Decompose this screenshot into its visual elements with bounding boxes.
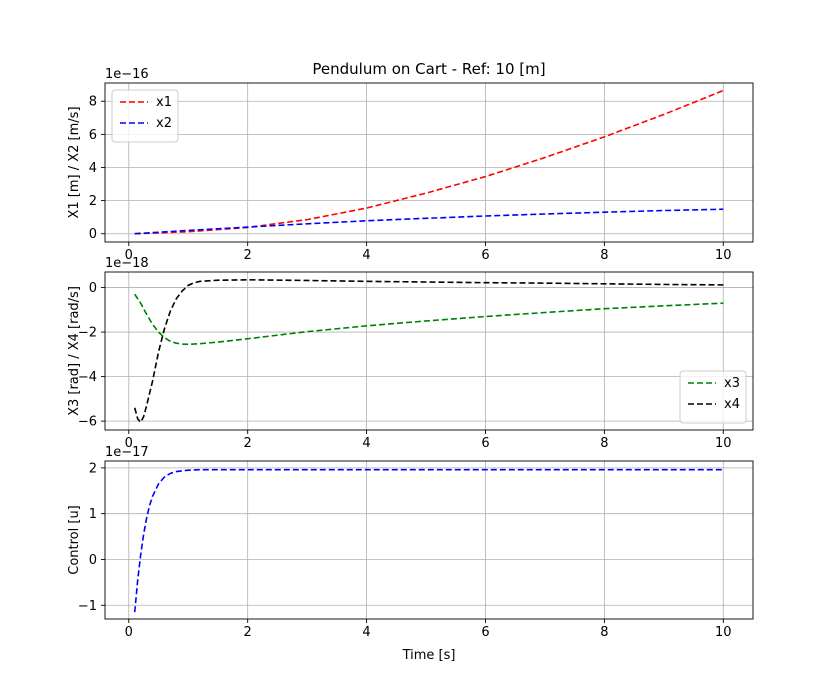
y-tick-label: 0 [89, 553, 97, 568]
x-tick-label: 8 [600, 625, 608, 640]
subplot-1: 0 2 4 6 8 10 0 2 4 6 8 1e−16 X1 [m] / X2 [m/s] Pendul… [67, 60, 754, 263]
y-tick-label: 2 [89, 461, 97, 476]
x-tick-label: 0 [125, 436, 133, 451]
x-tick-label: 4 [362, 625, 370, 640]
axes-frame [104, 82, 754, 243]
axes-frame [104, 271, 754, 431]
x-tick-label: 6 [481, 248, 489, 263]
subplot-3: 0 2 4 6 8 10 −1 0 1 2 1e−17 Control [u] Time [s] [67, 445, 754, 663]
axis-offset-text: 1e−16 [105, 67, 149, 82]
y-tick-label: −4 [78, 370, 97, 385]
legend-label-x1: x1 [156, 95, 172, 110]
y-tick-label: 0 [89, 227, 97, 242]
x-tick-label: 4 [362, 248, 370, 263]
y-tick-label: 1 [89, 507, 97, 522]
x-tick-label: 0 [125, 248, 133, 263]
x-tick-label: 6 [481, 625, 489, 640]
x-tick-label: 10 [715, 248, 732, 263]
legend-box [679, 370, 747, 424]
series-line-control-0 [133, 468, 724, 613]
y-tick-label: −2 [78, 326, 97, 341]
x-tick-label: 2 [244, 248, 252, 263]
series-line-x3 [134, 293, 724, 346]
x-tick-label: 4 [362, 436, 370, 451]
x-tick-label: 2 [244, 625, 252, 640]
y-axis-label: Control [u] [67, 505, 82, 575]
subplot-2: 0 2 4 6 8 10 0 −2 −4 −6 1e−18 X3 [rad] / X4 [rad/s]… [67, 256, 754, 451]
axes-frame [104, 460, 754, 620]
y-axis-label: X3 [rad] / X4 [rad/s] [67, 286, 82, 416]
axis-offset-text: 1e−17 [105, 445, 149, 460]
series-line-x4 [133, 278, 724, 424]
x-axis-label: Time [s] [402, 648, 456, 663]
series-line-x2 [134, 208, 724, 235]
x-tick-label: 10 [715, 625, 732, 640]
legend-label-x4: x4 [724, 397, 740, 412]
x-tick-label: 2 [244, 436, 252, 451]
x-tick-label: 8 [600, 248, 608, 263]
legend-label-x3: x3 [724, 376, 740, 391]
y-tick-label: 4 [89, 161, 97, 176]
legend-label-x2: x2 [156, 116, 172, 131]
x-tick-label: 10 [715, 436, 732, 451]
y-tick-label: −1 [78, 599, 97, 614]
legend-box [111, 89, 179, 143]
y-tick-label: 2 [89, 194, 97, 209]
x-tick-label: 6 [481, 436, 489, 451]
x-tick-label: 8 [600, 436, 608, 451]
y-tick-label: −6 [78, 415, 97, 430]
y-tick-label: 6 [89, 128, 97, 143]
axis-offset-text: 1e−18 [105, 256, 149, 271]
y-tick-label: 0 [89, 281, 97, 296]
y-axis-label: X1 [m] / X2 [m/s] [67, 106, 82, 218]
x-tick-label: 0 [125, 625, 133, 640]
chart-title: Pendulum on Cart - Ref: 10 [m] [312, 60, 545, 78]
y-tick-label: 8 [89, 95, 97, 110]
